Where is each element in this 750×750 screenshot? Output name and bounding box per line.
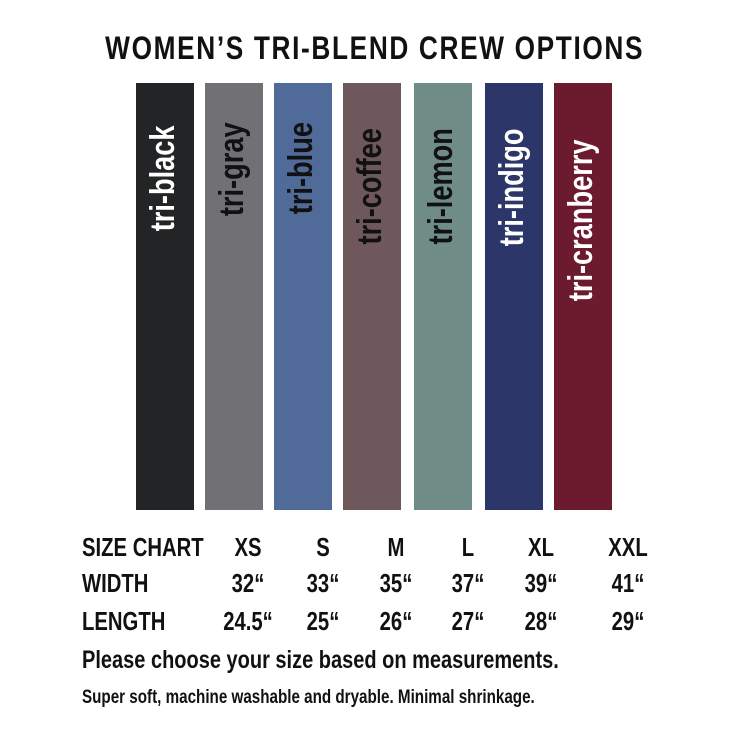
size-chart-cell: 39“ xyxy=(524,568,558,598)
size-chart-cell: 26“ xyxy=(379,606,413,636)
size-chart-cell: 28“ xyxy=(524,606,558,636)
row-label: WIDTH xyxy=(82,568,149,598)
page-title-text: WOMEN’S TRI-BLEND CREW OPTIONS xyxy=(105,30,645,66)
care-note: Super soft, machine washable and dryable… xyxy=(82,687,535,708)
swatch-label: tri-coffee xyxy=(351,128,389,245)
swatch-tri-blue[interactable]: tri-blue xyxy=(274,83,332,510)
size-advice-note: Please choose your size based on measure… xyxy=(82,646,559,674)
swatch-tri-coffee[interactable]: tri-coffee xyxy=(343,83,401,510)
size-chart-cell: 32“ xyxy=(231,568,265,598)
swatch-tri-gray[interactable]: tri-gray xyxy=(205,83,263,510)
size-chart-cell: L xyxy=(461,532,475,562)
size-chart-cell: 35“ xyxy=(379,568,413,598)
swatch-label: tri-black xyxy=(144,125,182,232)
swatch-label: tri-blue xyxy=(282,122,320,215)
swatch-label: tri-cranberry xyxy=(562,139,600,302)
row-label: SIZE CHART xyxy=(82,532,204,562)
size-chart-cell: 41“ xyxy=(611,568,645,598)
size-chart-cell: XXL xyxy=(608,532,648,562)
row-label: LENGTH xyxy=(82,606,166,636)
size-chart-cell: 24.5“ xyxy=(223,606,273,636)
size-chart-cell: 37“ xyxy=(451,568,485,598)
size-chart-cell: M xyxy=(387,532,405,562)
size-chart-cell: 27“ xyxy=(451,606,485,636)
swatch-label: tri-lemon xyxy=(422,128,460,245)
page-title: WOMEN’S TRI-BLEND CREW OPTIONS xyxy=(0,30,750,67)
size-chart-cell: XL xyxy=(528,532,554,562)
swatch-label: tri-gray xyxy=(213,122,251,217)
size-chart-cell: 25“ xyxy=(306,606,340,636)
size-chart-cell: S xyxy=(316,532,330,562)
swatch-tri-indigo[interactable]: tri-indigo xyxy=(485,83,543,510)
size-chart-cell: 33“ xyxy=(306,568,340,598)
swatch-tri-black[interactable]: tri-black xyxy=(136,83,194,510)
size-chart-cell: 29“ xyxy=(611,606,645,636)
size-chart-cell: XS xyxy=(234,532,262,562)
swatch-tri-cranberry[interactable]: tri-cranberry xyxy=(554,83,612,510)
swatch-label: tri-indigo xyxy=(493,128,531,247)
swatch-tri-lemon[interactable]: tri-lemon xyxy=(414,83,472,510)
